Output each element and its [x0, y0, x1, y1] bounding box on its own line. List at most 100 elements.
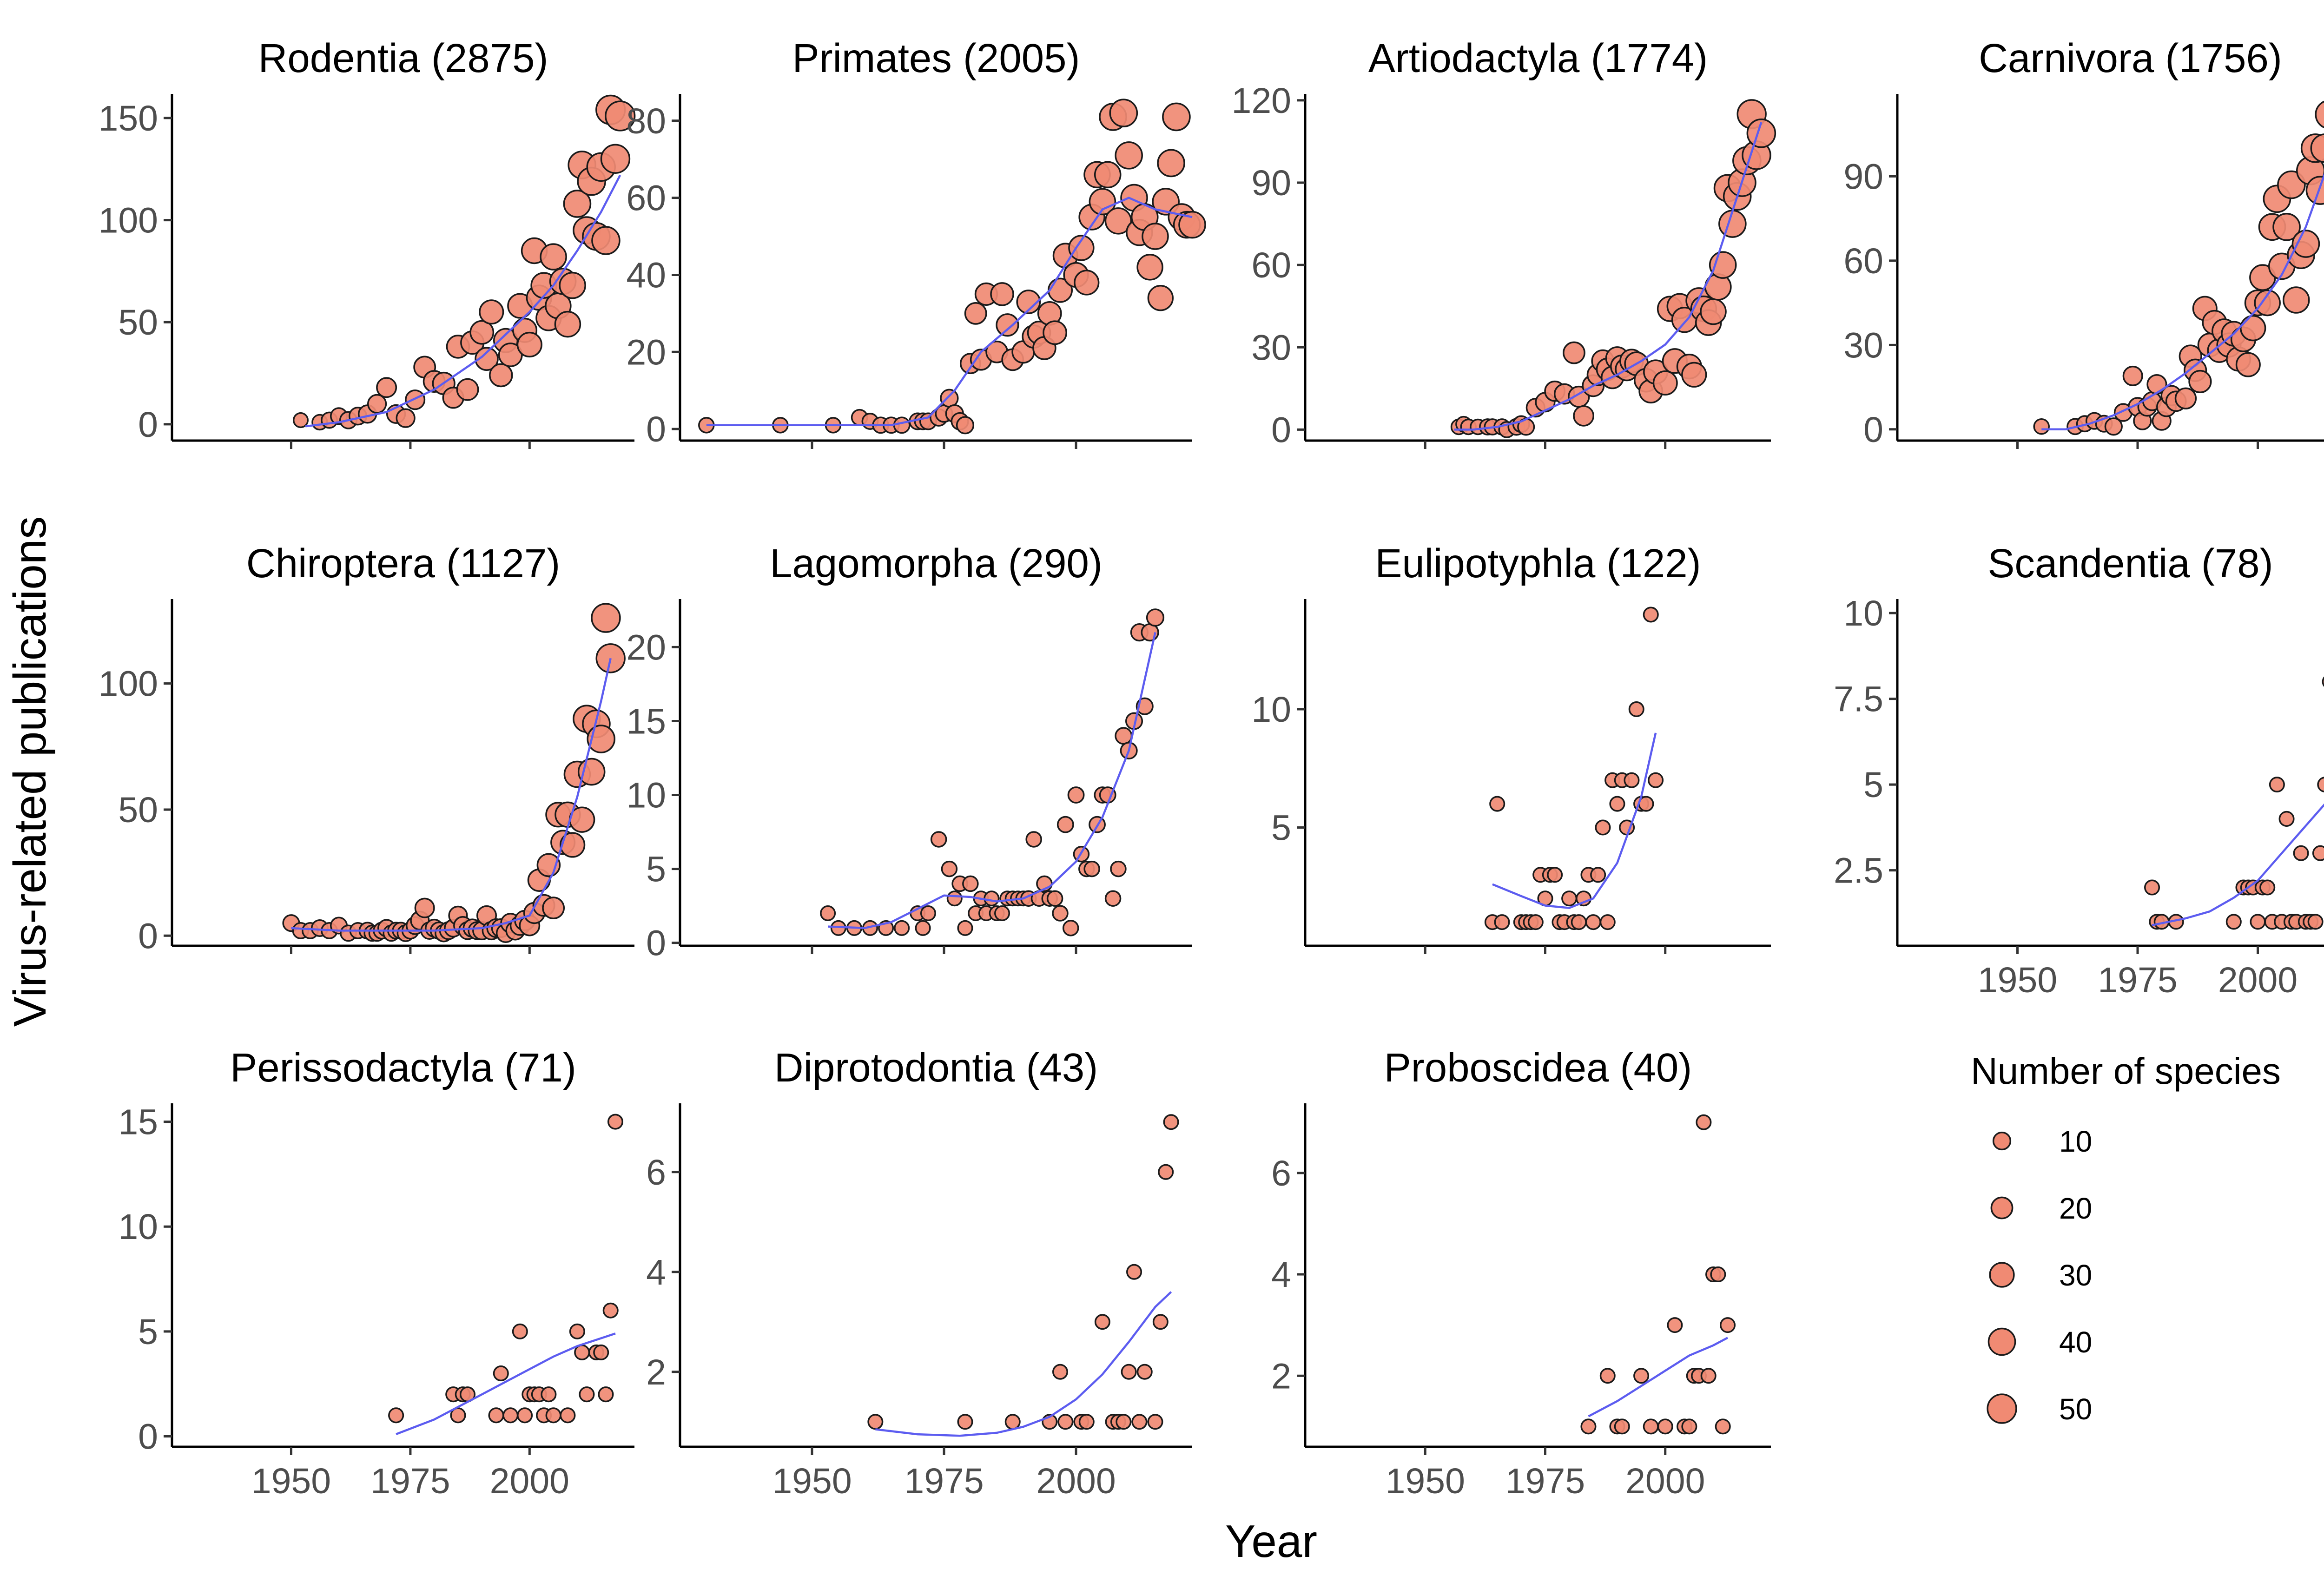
data-point — [376, 377, 397, 398]
data-point — [1710, 1266, 1726, 1283]
panel-title: Rodentia (2875) — [258, 36, 548, 81]
data-point — [1052, 905, 1069, 922]
data-point — [591, 603, 621, 633]
data-point — [957, 920, 973, 936]
y-tick-label: 0 — [138, 405, 158, 445]
y-axis-title: Virus-related publications — [4, 516, 55, 1027]
data-point — [1126, 1264, 1142, 1280]
points — [1450, 99, 1776, 438]
y-tick-label: 5 — [1863, 765, 1883, 805]
data-point — [579, 1386, 595, 1403]
data-point — [1025, 831, 1042, 848]
data-point — [1667, 1317, 1683, 1333]
panel-7: Eulipotyphla (122) 5 10 — [1251, 541, 1771, 954]
data-point — [1590, 867, 1606, 883]
data-point — [560, 1407, 576, 1424]
panel-8: Scandentia (78) 2.5 5 7.5 10 1950 1975 2000 — [1834, 541, 2324, 1000]
trend-line — [706, 197, 1193, 427]
legend-key — [1987, 1393, 2017, 1424]
data-point — [1571, 914, 1587, 930]
data-point — [469, 320, 495, 345]
data-point — [1628, 701, 1644, 718]
data-point — [577, 758, 606, 786]
panel-5: Chiroptera (1127) 0 50 100 — [99, 541, 634, 956]
data-point — [1162, 102, 1191, 132]
data-point — [591, 226, 621, 255]
data-point — [964, 302, 987, 325]
data-point — [1599, 914, 1616, 930]
points — [292, 94, 636, 431]
y-tick-label: 40 — [626, 255, 666, 295]
trend-line — [828, 632, 1156, 930]
data-point — [2305, 176, 2324, 205]
legend-key — [1990, 1196, 2014, 1220]
legend-key — [1989, 1262, 2015, 1288]
data-point — [1585, 914, 1601, 930]
panel-title: Diprotodontia (43) — [774, 1045, 1098, 1090]
data-point — [517, 1407, 533, 1424]
y-tick-label: 7.5 — [1834, 679, 1883, 719]
y-tick-label: 100 — [99, 664, 158, 704]
data-point — [456, 378, 479, 401]
data-point — [1599, 1368, 1616, 1384]
legend-entries: 10 20 30 40 50 — [1987, 1125, 2092, 1426]
points — [867, 1114, 1179, 1430]
x-tick-label: 2000 — [1036, 1461, 1116, 1501]
data-point — [2225, 914, 2242, 930]
data-point — [820, 905, 836, 922]
points — [698, 99, 1206, 435]
data-point — [489, 363, 513, 388]
panel-title: Scandentia (78) — [1987, 541, 2273, 586]
y-tick-label: 50 — [118, 790, 158, 830]
legend-label: 20 — [2059, 1192, 2092, 1225]
data-point — [367, 394, 387, 414]
data-point — [996, 313, 1019, 337]
data-point — [512, 1323, 528, 1339]
data-point — [502, 1407, 519, 1424]
data-point — [1043, 320, 1068, 345]
data-point — [602, 1302, 619, 1319]
y-tick-label: 30 — [1843, 325, 1883, 365]
data-point — [1136, 1364, 1153, 1380]
data-point — [396, 408, 416, 428]
data-point — [984, 890, 1000, 907]
legend-label: 40 — [2059, 1325, 2092, 1359]
data-point — [1062, 920, 1079, 936]
data-point — [1700, 298, 1727, 325]
trend-line — [1454, 122, 1763, 431]
y-tick-label: 60 — [626, 178, 666, 218]
y-tick-label: 60 — [1251, 245, 1291, 285]
y-tick-label: 90 — [1251, 163, 1291, 203]
panel-1: Rodentia (2875) 0 50 100 150 — [99, 36, 636, 449]
x-tick-label: 1950 — [1978, 960, 2057, 1000]
y-tick-label: 0 — [138, 916, 158, 956]
data-point — [1056, 816, 1074, 833]
data-point — [1131, 1414, 1148, 1430]
data-point — [2144, 879, 2160, 896]
data-point — [1158, 1164, 1174, 1180]
data-point — [1052, 1364, 1068, 1380]
data-point — [450, 1407, 466, 1424]
data-point — [569, 1323, 585, 1339]
data-point — [488, 1407, 504, 1424]
y-tick-label: 4 — [1271, 1255, 1291, 1295]
data-point — [1614, 1418, 1630, 1435]
data-point — [1489, 796, 1505, 812]
data-point — [1633, 1368, 1650, 1384]
data-point — [542, 897, 565, 919]
y-tick-label: 2.5 — [1834, 851, 1883, 891]
data-point — [1573, 405, 1595, 427]
panel-title: Eulipotyphla (122) — [1375, 541, 1701, 586]
data-point — [554, 310, 581, 338]
data-point — [1083, 860, 1100, 877]
y-tick-label: 0 — [646, 923, 666, 963]
y-tick-label: 150 — [99, 99, 158, 138]
data-point — [1136, 254, 1163, 281]
data-point — [605, 100, 636, 132]
panel-11: Proboscidea (40) 2 4 6 1950 1975 2000 — [1271, 1045, 1771, 1501]
legend-label: 50 — [2059, 1392, 2092, 1426]
data-point — [1163, 1114, 1179, 1130]
points — [1484, 607, 1664, 930]
